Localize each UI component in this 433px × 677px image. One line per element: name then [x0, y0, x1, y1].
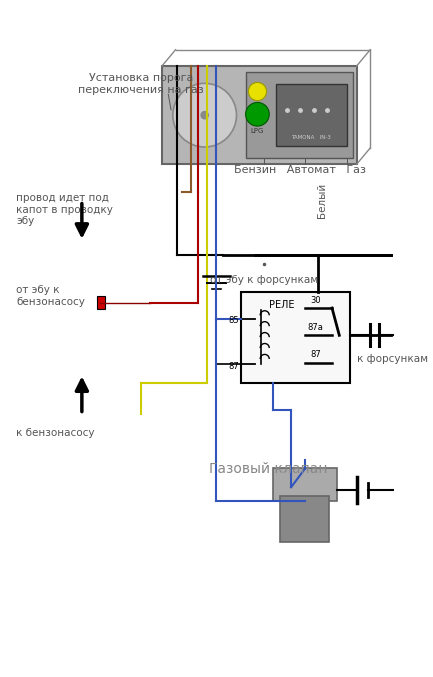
Circle shape: [246, 102, 269, 126]
Text: Установка порога
переключения на газ: Установка порога переключения на газ: [78, 73, 204, 95]
Text: РЕЛЕ: РЕЛЕ: [269, 301, 295, 310]
Circle shape: [173, 83, 236, 147]
Circle shape: [249, 83, 267, 101]
Text: от эбу к
бензонасосу: от эбу к бензонасосу: [16, 286, 85, 307]
Text: 85: 85: [229, 316, 239, 326]
Text: к форсункам: к форсункам: [358, 354, 429, 364]
Circle shape: [201, 112, 208, 119]
Text: 87: 87: [229, 362, 239, 371]
Text: TAMONA   IN-3: TAMONA IN-3: [291, 135, 331, 139]
Text: 87: 87: [310, 350, 321, 359]
Bar: [241, 292, 350, 383]
Bar: [276, 84, 346, 146]
Text: Бензин   Автомат   Газ: Бензин Автомат Газ: [234, 165, 366, 175]
Text: 87а: 87а: [308, 323, 323, 332]
Text: Газовый клапан: Газовый клапан: [209, 462, 328, 476]
Text: провод идет под
капот в проводку
эбу: провод идет под капот в проводку эбу: [16, 193, 113, 226]
Bar: [162, 66, 357, 165]
Text: к бензонасосу: к бензонасосу: [16, 428, 95, 437]
Text: от эбу к форсункам: от эбу к форсункам: [210, 275, 318, 285]
Text: 30: 30: [310, 296, 321, 305]
Text: Белый: Белый: [317, 183, 327, 218]
Bar: [280, 496, 330, 542]
Text: LPG: LPG: [251, 128, 264, 133]
Bar: [273, 468, 336, 501]
Bar: [246, 72, 353, 158]
Bar: [97, 297, 105, 309]
